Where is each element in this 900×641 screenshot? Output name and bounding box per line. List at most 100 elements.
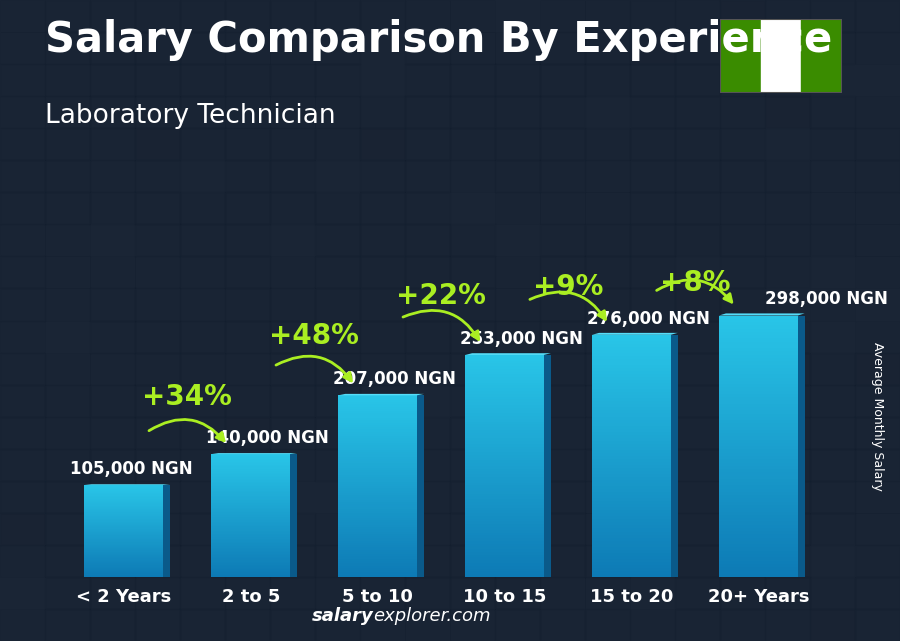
- Bar: [338, 456, 417, 459]
- Bar: [212, 543, 290, 545]
- Bar: [465, 355, 544, 358]
- Bar: [212, 508, 290, 510]
- Bar: [85, 490, 163, 492]
- Bar: [85, 486, 163, 487]
- Bar: [495, 481, 540, 513]
- Bar: [45, 481, 90, 513]
- Bar: [212, 468, 290, 469]
- Bar: [212, 487, 290, 488]
- Bar: [180, 609, 225, 641]
- Bar: [338, 570, 417, 572]
- Bar: [450, 385, 495, 417]
- Bar: [592, 547, 670, 550]
- Bar: [540, 288, 585, 320]
- Bar: [719, 440, 797, 443]
- Bar: [592, 535, 670, 538]
- Bar: [465, 499, 544, 502]
- Bar: [719, 488, 797, 492]
- Bar: [719, 554, 797, 557]
- Bar: [315, 449, 360, 481]
- Bar: [765, 64, 810, 96]
- Bar: [90, 545, 135, 577]
- Bar: [810, 288, 855, 320]
- Bar: [85, 506, 163, 508]
- Bar: [495, 224, 540, 256]
- Bar: [719, 348, 797, 351]
- Bar: [450, 481, 495, 513]
- Bar: [592, 559, 670, 562]
- Bar: [719, 430, 797, 433]
- Text: +8%: +8%: [660, 269, 730, 297]
- Bar: [85, 492, 163, 493]
- Bar: [0, 96, 45, 128]
- Bar: [270, 481, 315, 513]
- Bar: [212, 528, 290, 529]
- Bar: [212, 488, 290, 490]
- Bar: [135, 545, 180, 577]
- Bar: [540, 481, 585, 513]
- Bar: [90, 481, 135, 513]
- Bar: [719, 479, 797, 482]
- Bar: [592, 492, 670, 495]
- Bar: [592, 531, 670, 535]
- Bar: [465, 452, 544, 455]
- Bar: [585, 385, 630, 417]
- Bar: [85, 485, 163, 486]
- Bar: [212, 474, 290, 476]
- Bar: [720, 96, 765, 128]
- Bar: [719, 463, 797, 466]
- Bar: [360, 224, 405, 256]
- Bar: [225, 513, 270, 545]
- Bar: [719, 326, 797, 329]
- Bar: [338, 500, 417, 502]
- Bar: [85, 553, 163, 554]
- Bar: [315, 96, 360, 128]
- Bar: [212, 510, 290, 511]
- Bar: [765, 0, 810, 32]
- Bar: [90, 353, 135, 385]
- Bar: [212, 553, 290, 554]
- Bar: [592, 347, 670, 350]
- Bar: [592, 471, 670, 474]
- Bar: [465, 574, 544, 577]
- Bar: [810, 353, 855, 385]
- Bar: [855, 160, 900, 192]
- Bar: [45, 288, 90, 320]
- Bar: [719, 338, 797, 342]
- Bar: [85, 538, 163, 539]
- Bar: [360, 481, 405, 513]
- Bar: [360, 513, 405, 545]
- Bar: [810, 609, 855, 641]
- Bar: [338, 450, 417, 452]
- Text: salary: salary: [311, 607, 374, 625]
- Bar: [585, 192, 630, 224]
- Bar: [675, 64, 720, 96]
- Bar: [495, 128, 540, 160]
- Bar: [338, 518, 417, 520]
- Bar: [338, 502, 417, 504]
- Bar: [270, 256, 315, 288]
- Bar: [360, 96, 405, 128]
- Bar: [225, 609, 270, 641]
- Bar: [270, 320, 315, 353]
- Bar: [592, 444, 670, 447]
- Bar: [765, 160, 810, 192]
- Bar: [85, 532, 163, 533]
- Bar: [45, 0, 90, 32]
- Bar: [675, 417, 720, 449]
- Bar: [592, 468, 670, 471]
- Bar: [338, 434, 417, 436]
- Bar: [592, 522, 670, 526]
- Bar: [450, 545, 495, 577]
- Bar: [495, 288, 540, 320]
- Bar: [270, 128, 315, 160]
- Bar: [85, 565, 163, 567]
- Bar: [765, 288, 810, 320]
- Bar: [180, 481, 225, 513]
- Bar: [405, 288, 450, 320]
- Bar: [0, 256, 45, 288]
- Bar: [212, 574, 290, 576]
- Bar: [585, 577, 630, 609]
- Bar: [338, 497, 417, 500]
- Bar: [495, 160, 540, 192]
